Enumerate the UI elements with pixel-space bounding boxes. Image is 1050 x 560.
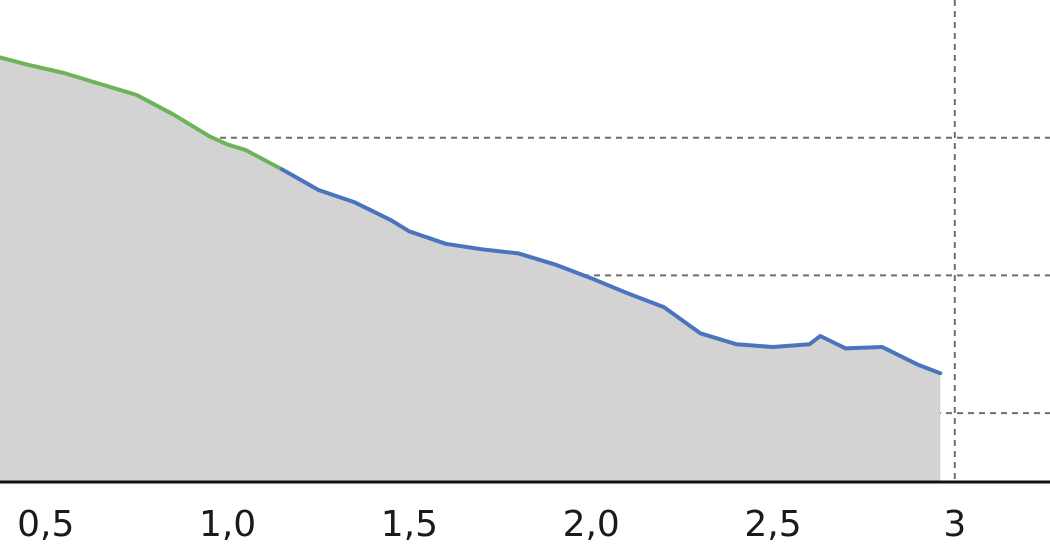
x-tick-label: 2,5	[744, 504, 801, 545]
series-lines	[0, 55, 943, 376]
x-tick-label: 1,5	[381, 504, 438, 545]
series-line-1	[0, 55, 285, 172]
x-tick-label: 3	[943, 504, 966, 545]
x-tick-label: 1,0	[199, 504, 256, 545]
area-fill	[0, 57, 941, 482]
x-tick-label: 0,5	[17, 504, 74, 545]
x-tick-label: 2,0	[563, 504, 620, 545]
series-line-2	[280, 167, 943, 376]
area-fill-group	[0, 57, 941, 482]
x-axis-tick-labels: 0,5 1,0 1,5 2,0 2,5 3	[17, 504, 966, 545]
